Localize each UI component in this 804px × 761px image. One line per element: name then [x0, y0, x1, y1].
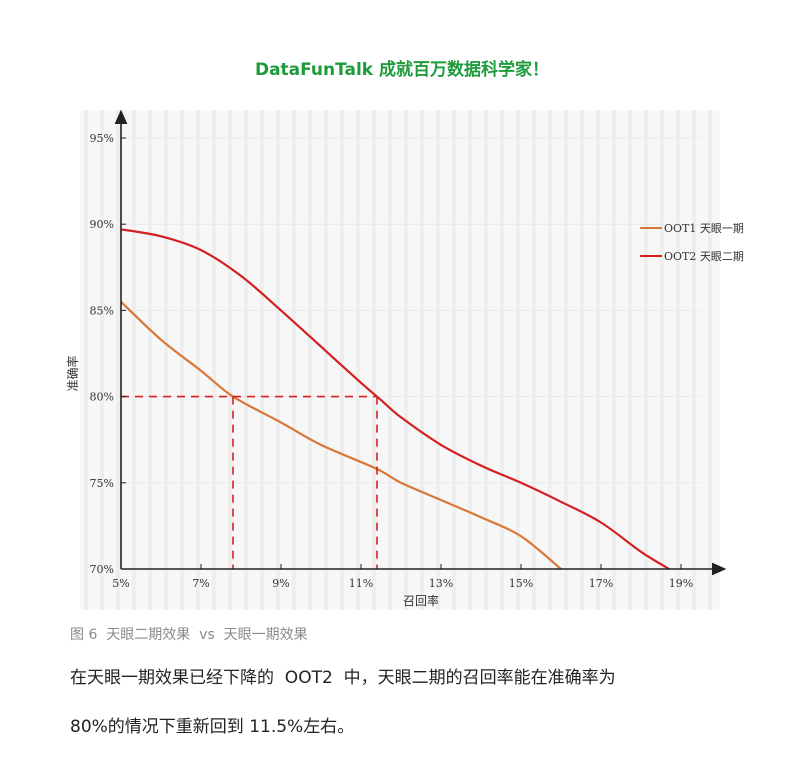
background-stripe	[324, 110, 328, 610]
background-stripe	[468, 110, 472, 610]
background-stripe	[436, 110, 440, 610]
background-stripe	[100, 110, 104, 610]
figure-caption: 图 6 天眼二期效果 vs 天眼一期效果	[70, 627, 308, 643]
series-line-2	[120, 228, 670, 570]
background-stripe	[500, 110, 504, 610]
background-stripe	[644, 110, 648, 610]
background-stripe	[484, 110, 488, 610]
background-stripe	[628, 110, 632, 610]
background-stripe	[708, 110, 712, 610]
paragraph-line-2: 80%的情况下重新回到 11.5%左右。	[70, 717, 355, 737]
x-tick-label: 15%	[509, 577, 533, 590]
background-stripe	[276, 110, 280, 610]
reference-lines	[121, 395, 378, 569]
background-stripe	[196, 110, 200, 610]
plot-area	[80, 110, 720, 610]
background-stripe	[660, 110, 664, 610]
background-stripe	[596, 110, 600, 610]
y-tick-label: 95%	[90, 132, 114, 145]
paragraph-line-1: 在天眼一期效果已经下降的 OOT2 中，天眼二期的召回率能在准确率为	[70, 668, 616, 688]
legend-label-1: OOT1 天眼一期	[664, 222, 744, 235]
x-tick-label: 11%	[349, 577, 373, 590]
background-stripe	[420, 110, 424, 610]
x-tick-label: 9%	[272, 577, 289, 590]
series-line-1	[120, 300, 562, 570]
y-tick-label: 70%	[90, 563, 114, 576]
background-stripe	[676, 110, 680, 610]
background-stripe	[164, 110, 168, 610]
background-stripe	[580, 110, 584, 610]
x-tick-label: 5%	[112, 577, 129, 590]
y-tick-label: 75%	[90, 477, 114, 490]
background-stripe	[612, 110, 616, 610]
background-stripe	[260, 110, 264, 610]
y-tick-label: 80%	[90, 391, 114, 404]
series-layer	[120, 228, 670, 570]
axes	[114, 109, 727, 576]
background-stripe	[180, 110, 184, 610]
background-stripe	[340, 110, 344, 610]
y-axis-label: 准确率	[65, 355, 80, 391]
background-stripe	[212, 110, 216, 610]
x-tick-label: 13%	[429, 577, 453, 590]
legend-label-2: OOT2 天眼二期	[664, 250, 744, 263]
background-stripe	[452, 110, 456, 610]
line-chart: 5% 7% 9% 11% 13% 15% 17% 19% 70% 75% 80% 85% 90% 95% 召…	[65, 109, 744, 610]
background-stripe	[356, 110, 360, 610]
background-stripe	[132, 110, 136, 610]
background-stripe	[148, 110, 152, 610]
x-tick-label: 19%	[669, 577, 693, 590]
x-axis-label: 召回率	[403, 593, 439, 608]
plot-background	[80, 110, 720, 610]
background-stripe	[564, 110, 568, 610]
background-stripe	[244, 110, 248, 610]
background-stripe	[404, 110, 408, 610]
background-stripe	[228, 110, 232, 610]
background-stripe	[388, 110, 392, 610]
background-stripe	[532, 110, 536, 610]
legend: OOT1 天眼一期 OOT2 天眼二期	[640, 222, 744, 263]
banner-title: DataFunTalk 成就百万数据科学家！	[254, 60, 550, 80]
background-stripe	[308, 110, 312, 610]
background-stripe	[372, 110, 376, 610]
background-stripe	[692, 110, 696, 610]
background-stripe	[516, 110, 520, 610]
tick-labels: 5% 7% 9% 11% 13% 15% 17% 19% 70% 75% 80% 85% 90% 95% 召…	[65, 132, 693, 608]
y-tick-label: 90%	[90, 218, 114, 231]
background-stripe	[84, 110, 88, 610]
background-stripe	[116, 110, 120, 610]
x-tick-label: 7%	[192, 577, 209, 590]
x-tick-label: 17%	[589, 577, 613, 590]
y-tick-label: 85%	[90, 304, 114, 317]
background-stripe	[548, 110, 552, 610]
background-stripe	[292, 110, 296, 610]
